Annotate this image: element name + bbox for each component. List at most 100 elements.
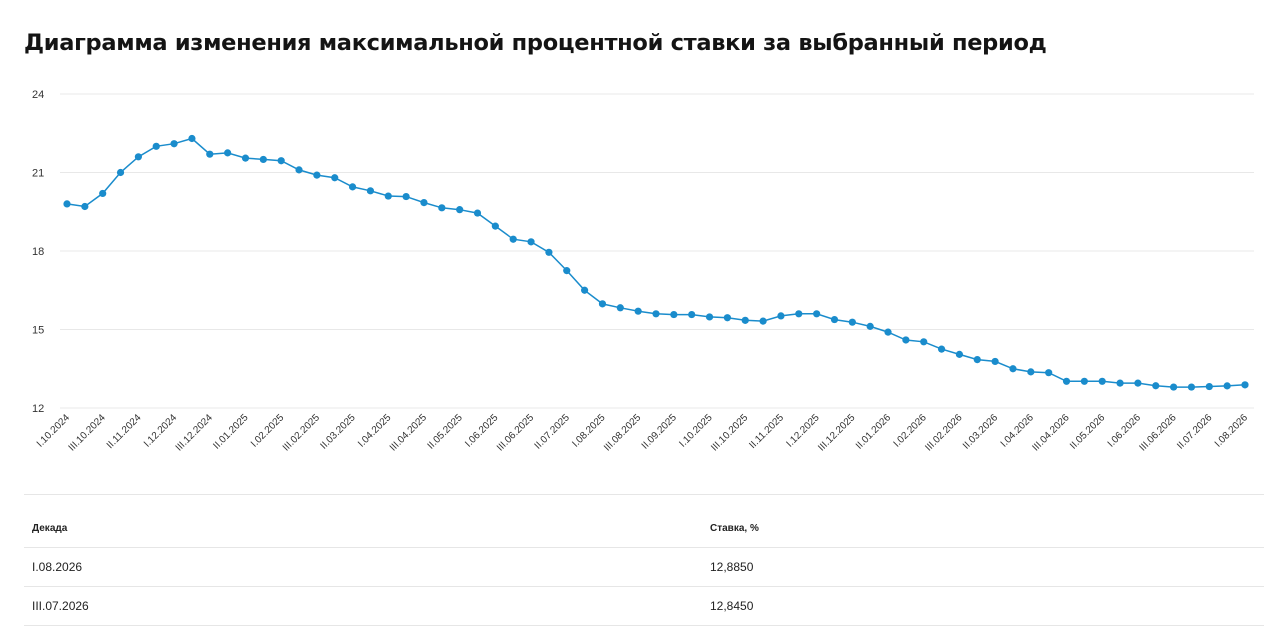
header-decade: Декада bbox=[32, 523, 68, 534]
data-point[interactable] bbox=[723, 314, 731, 322]
data-point[interactable] bbox=[438, 204, 446, 212]
data-point[interactable] bbox=[670, 310, 678, 319]
data-point[interactable] bbox=[1027, 368, 1035, 376]
data-point[interactable] bbox=[1009, 365, 1017, 373]
x-tick-label: II.03.2025 bbox=[318, 412, 358, 452]
data-point[interactable] bbox=[188, 134, 196, 143]
data-point[interactable] bbox=[652, 310, 660, 318]
y-tick-label: 18 bbox=[32, 246, 44, 258]
data-point[interactable] bbox=[241, 154, 250, 162]
x-tick-label: I.02.2026 bbox=[892, 412, 930, 450]
data-point[interactable] bbox=[991, 357, 999, 366]
x-tick-label: III.12.2024 bbox=[174, 412, 216, 454]
x-tick-label: II.01.2025 bbox=[211, 412, 251, 452]
data-point[interactable] bbox=[1152, 382, 1160, 390]
x-tick-label: II.09.2025 bbox=[640, 412, 680, 452]
data-point[interactable] bbox=[848, 318, 856, 326]
x-tick-label: II.01.2026 bbox=[854, 412, 894, 452]
rates-table: Декада Ставка, % I.08.2026 12,8850 III.0… bbox=[24, 510, 1264, 626]
data-point[interactable] bbox=[777, 312, 785, 320]
data-point[interactable] bbox=[563, 267, 571, 275]
data-point[interactable] bbox=[116, 168, 125, 177]
data-point[interactable] bbox=[1062, 377, 1071, 385]
y-tick-label: 21 bbox=[32, 168, 44, 180]
data-point[interactable] bbox=[170, 140, 178, 148]
data-point[interactable] bbox=[206, 150, 214, 158]
data-point[interactable] bbox=[545, 248, 553, 256]
data-point[interactable] bbox=[902, 336, 910, 344]
data-point[interactable] bbox=[384, 192, 392, 200]
data-point[interactable] bbox=[509, 235, 517, 243]
data-point[interactable] bbox=[1170, 383, 1178, 391]
x-tick-label: I.08.2025 bbox=[570, 412, 608, 450]
data-point[interactable] bbox=[1116, 379, 1124, 387]
header-rate: Ставка, % bbox=[710, 523, 759, 534]
data-point[interactable] bbox=[527, 238, 535, 246]
data-point[interactable] bbox=[1045, 369, 1053, 377]
data-point[interactable] bbox=[1241, 381, 1249, 389]
x-tick-label: I.08.2026 bbox=[1213, 412, 1251, 450]
row-decade: III.07.2026 bbox=[32, 599, 89, 613]
data-point[interactable] bbox=[277, 157, 285, 165]
data-point[interactable] bbox=[402, 192, 410, 201]
x-tick-label: III.12.2025 bbox=[816, 412, 858, 454]
x-tick-label: I.10.2025 bbox=[677, 412, 715, 450]
x-tick-label: II.03.2026 bbox=[961, 412, 1001, 452]
data-point[interactable] bbox=[259, 155, 267, 164]
data-point[interactable] bbox=[795, 310, 803, 318]
x-tick-label: I.06.2026 bbox=[1106, 412, 1144, 450]
x-tick-label: III.10.2025 bbox=[709, 412, 751, 454]
data-point[interactable] bbox=[581, 286, 589, 294]
data-point[interactable] bbox=[81, 202, 89, 211]
data-point[interactable] bbox=[884, 328, 892, 336]
x-tick-label: III.04.2026 bbox=[1030, 412, 1072, 454]
data-point[interactable] bbox=[366, 187, 375, 195]
table-row: III.07.2026 12,8450 bbox=[24, 587, 1264, 626]
data-point[interactable] bbox=[63, 200, 71, 208]
data-point[interactable] bbox=[1205, 382, 1213, 391]
x-tick-label: III.10.2024 bbox=[67, 412, 109, 454]
table-row: I.08.2026 12,8850 bbox=[24, 548, 1264, 587]
data-point[interactable] bbox=[295, 166, 303, 174]
data-point[interactable] bbox=[866, 322, 874, 330]
data-point[interactable] bbox=[456, 206, 464, 214]
data-point[interactable] bbox=[491, 222, 499, 230]
x-tick-label: I.04.2025 bbox=[356, 412, 394, 450]
data-point[interactable] bbox=[420, 198, 428, 207]
data-point[interactable] bbox=[1187, 383, 1196, 391]
data-point[interactable] bbox=[134, 153, 142, 161]
data-point[interactable] bbox=[973, 355, 981, 364]
y-tick-label: 24 bbox=[32, 89, 44, 101]
x-tick-label: II.05.2026 bbox=[1068, 412, 1108, 452]
x-tick-label: II.11.2025 bbox=[747, 412, 786, 451]
data-point[interactable] bbox=[473, 209, 482, 217]
data-point[interactable] bbox=[705, 313, 714, 321]
data-point[interactable] bbox=[1223, 382, 1231, 390]
data-point[interactable] bbox=[830, 315, 839, 324]
data-point[interactable] bbox=[331, 174, 339, 182]
data-point[interactable] bbox=[313, 171, 321, 179]
x-tick-label: I.10.2024 bbox=[35, 412, 73, 450]
data-point[interactable] bbox=[99, 189, 107, 198]
data-point[interactable] bbox=[813, 310, 821, 318]
data-point[interactable] bbox=[920, 338, 928, 346]
table-header: Декада Ставка, % bbox=[24, 510, 1264, 548]
data-point[interactable] bbox=[741, 316, 749, 324]
data-point[interactable] bbox=[688, 310, 696, 319]
data-point[interactable] bbox=[1098, 377, 1106, 385]
data-point[interactable] bbox=[348, 183, 357, 191]
data-point[interactable] bbox=[955, 350, 964, 358]
data-point[interactable] bbox=[1134, 379, 1142, 387]
x-tick-label: III.02.2026 bbox=[923, 412, 965, 454]
data-point[interactable] bbox=[616, 304, 624, 312]
y-axis: 12 15 18 21 24 bbox=[32, 89, 44, 415]
x-tick-label: II.07.2025 bbox=[533, 412, 573, 452]
data-point[interactable] bbox=[152, 142, 160, 150]
data-point[interactable] bbox=[1080, 377, 1088, 385]
data-point[interactable] bbox=[224, 149, 232, 157]
data-point[interactable] bbox=[937, 345, 946, 353]
data-point[interactable] bbox=[598, 300, 607, 308]
data-point[interactable] bbox=[634, 307, 642, 315]
row-rate: 12,8450 bbox=[710, 599, 754, 613]
data-point[interactable] bbox=[759, 317, 767, 325]
